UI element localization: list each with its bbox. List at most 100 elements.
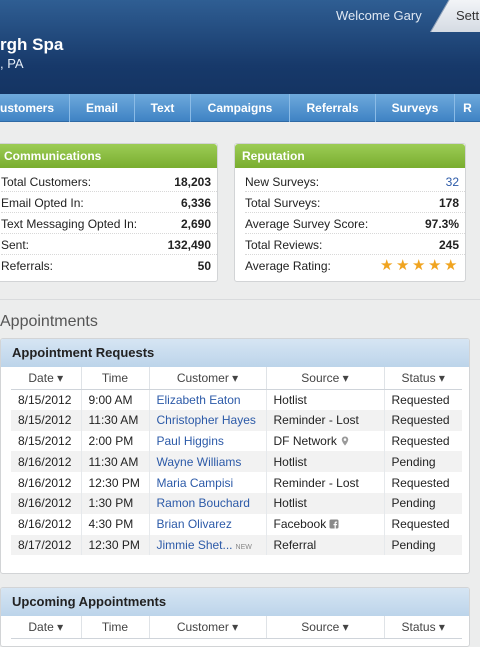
- table-header-row: Date ▾ Time Customer ▾ Source ▾ Status ▾: [11, 367, 462, 390]
- business-name: rgh Spa: [0, 35, 64, 54]
- cell-status: Pending: [384, 451, 462, 473]
- table-row: 8/16/2012 1:30 PM Ramon Bouchard Hotlist…: [11, 492, 462, 514]
- table-row: 8/16/2012 11:30 AM Wayne Williams Hotlis…: [11, 451, 462, 473]
- customer-link[interactable]: Ramon Bouchard: [149, 492, 267, 514]
- appointment-requests-panel: Appointment Requests Date ▾ Time Custome…: [0, 338, 470, 574]
- stat-label: Average Survey Score:: [245, 217, 369, 231]
- cell-status: Requested: [391, 475, 450, 490]
- welcome-text: Welcome Gary: [336, 8, 422, 23]
- communications-title: Communications: [0, 144, 217, 168]
- business-location: , PA: [0, 56, 24, 71]
- reputation-card: Reputation New Surveys: 32 Total Surveys:…: [234, 143, 466, 282]
- customer-link[interactable]: Brian Olivarez: [149, 513, 267, 535]
- cell-time: 11:30 AM: [81, 451, 150, 473]
- cell-date: 8/17/2012: [11, 534, 82, 556]
- reputation-title: Reputation: [235, 144, 465, 168]
- table-row: 8/15/2012 11:30 AM Christopher Hayes Rem…: [11, 409, 462, 431]
- nav-text[interactable]: Text: [135, 94, 191, 122]
- cell-date: 8/16/2012: [11, 492, 82, 514]
- cell-source: Hotlist: [266, 451, 385, 473]
- upcoming-appointments-panel: Upcoming Appointments Date ▾ Time Custom…: [0, 587, 470, 647]
- col-customer[interactable]: Customer ▾: [149, 367, 267, 390]
- location-pin-icon: [341, 436, 349, 446]
- customer-link[interactable]: Christopher Hayes: [149, 409, 267, 431]
- stat-label: Referrals:: [1, 259, 54, 273]
- settings-tab-label[interactable]: Sett: [456, 8, 480, 23]
- rating-stars: ★ ★ ★ ★ ★: [380, 258, 459, 273]
- cell-date: 8/16/2012: [11, 472, 82, 493]
- stat-row: Email Opted In: 6,336: [1, 192, 217, 213]
- stat-label: Total Customers:: [1, 175, 92, 189]
- col-source[interactable]: Source ▾: [266, 367, 385, 390]
- col-status[interactable]: Status ▾: [384, 367, 462, 390]
- appointment-requests-table: Date ▾ Time Customer ▾ Source ▾ Status ▾…: [11, 367, 462, 556]
- nav-email[interactable]: Email: [70, 94, 135, 122]
- appointment-requests-title: Appointment Requests: [1, 339, 469, 367]
- customer-link[interactable]: Jimmie Shet...: [156, 537, 233, 552]
- col-date[interactable]: Date ▾: [11, 367, 82, 390]
- upcoming-appointments-table: Date ▾ Time Customer ▾ Source ▾ Status ▾: [11, 616, 462, 639]
- cell-time: 9:00 AM: [81, 389, 150, 410]
- cell-status: Requested: [384, 409, 462, 431]
- customer-link[interactable]: Paul Higgins: [149, 430, 267, 452]
- nav-customers[interactable]: ustomers: [0, 94, 70, 122]
- table-header-row: Date ▾ Time Customer ▾ Source ▾ Status ▾: [11, 616, 462, 639]
- customer-cell[interactable]: Jimmie Shet... NEW: [149, 534, 267, 556]
- col-source[interactable]: Source ▾: [266, 616, 385, 639]
- customer-link[interactable]: Elizabeth Eaton: [149, 389, 267, 410]
- star-icon: ★: [380, 257, 394, 274]
- stat-value: 178: [438, 196, 459, 210]
- col-date[interactable]: Date ▾: [11, 616, 82, 639]
- cell-time: 11:30 AM: [81, 409, 150, 431]
- cell-date: 8/16/2012: [11, 451, 82, 473]
- stat-row: Sent: 132,490: [1, 234, 217, 255]
- stat-value: 2,690: [180, 217, 211, 231]
- main-nav: ustomers Email Text Campaigns Referrals …: [0, 94, 480, 122]
- stat-value: 97.3%: [424, 217, 459, 231]
- cell-source: Referral: [266, 534, 385, 556]
- stat-label: Sent:: [1, 238, 30, 252]
- customer-link[interactable]: Maria Campisi: [149, 472, 267, 493]
- new-surveys-link[interactable]: 32: [445, 175, 459, 189]
- col-customer[interactable]: Customer ▾: [149, 616, 267, 639]
- cell-source: Reminder - Lost: [266, 409, 385, 431]
- cell-status: Requested: [391, 433, 450, 448]
- star-icon: ★: [412, 257, 426, 274]
- cell-source: Hotlist: [266, 492, 385, 514]
- stat-row: Text Messaging Opted In: 2,690: [1, 213, 217, 234]
- nav-referrals[interactable]: Referrals: [290, 94, 376, 122]
- new-badge: NEW: [235, 543, 252, 551]
- col-status[interactable]: Status ▾: [384, 616, 462, 639]
- stat-row: Total Reviews: 245: [245, 234, 465, 255]
- cell-date: 8/15/2012: [11, 389, 82, 410]
- nav-reports[interactable]: R: [463, 101, 472, 115]
- nav-campaigns[interactable]: Campaigns: [191, 94, 290, 122]
- stat-label: Total Surveys:: [245, 196, 321, 210]
- table-row: 8/15/2012 2:00 PM Paul Higgins DF Networ…: [11, 430, 462, 452]
- cell-source: DF Network: [266, 430, 385, 452]
- cell-status: Requested: [391, 517, 450, 532]
- customer-link[interactable]: Wayne Williams: [149, 451, 267, 473]
- stat-label: Email Opted In:: [1, 196, 84, 210]
- stat-row: Total Customers: 18,203: [1, 171, 217, 192]
- reputation-list: New Surveys: 32 Total Surveys: 178 Average…: [235, 168, 465, 276]
- stat-row: Average Survey Score: 97.3%: [245, 213, 465, 234]
- cell-time: 4:30 PM: [81, 513, 150, 535]
- source-text: DF Network: [273, 433, 337, 448]
- table-row: 8/16/2012 12:30 PM Maria Campisi Reminde…: [11, 472, 462, 493]
- col-time: Time: [81, 367, 150, 390]
- communications-list: Total Customers: 18,203 Email Opted In: 6,…: [0, 168, 217, 276]
- cell-time: 12:30 PM: [81, 534, 150, 556]
- stat-row: Average Rating: ★ ★ ★ ★ ★: [245, 255, 465, 276]
- stat-label: Average Rating:: [245, 259, 331, 273]
- stat-value: 50: [197, 259, 211, 273]
- table-row: 8/16/2012 4:30 PM Brian Olivarez Faceboo…: [11, 513, 462, 535]
- cell-source: Reminder - Lost: [266, 472, 385, 493]
- nav-surveys[interactable]: Surveys: [376, 94, 455, 122]
- appointments-section-title: Appointments: [0, 313, 98, 330]
- cell-date: 8/16/2012: [11, 513, 82, 535]
- stat-row: Total Surveys: 178: [245, 192, 465, 213]
- cell-source: Facebook: [266, 513, 385, 535]
- star-icon: ★: [396, 257, 410, 274]
- cell-time: 12:30 PM: [81, 472, 150, 493]
